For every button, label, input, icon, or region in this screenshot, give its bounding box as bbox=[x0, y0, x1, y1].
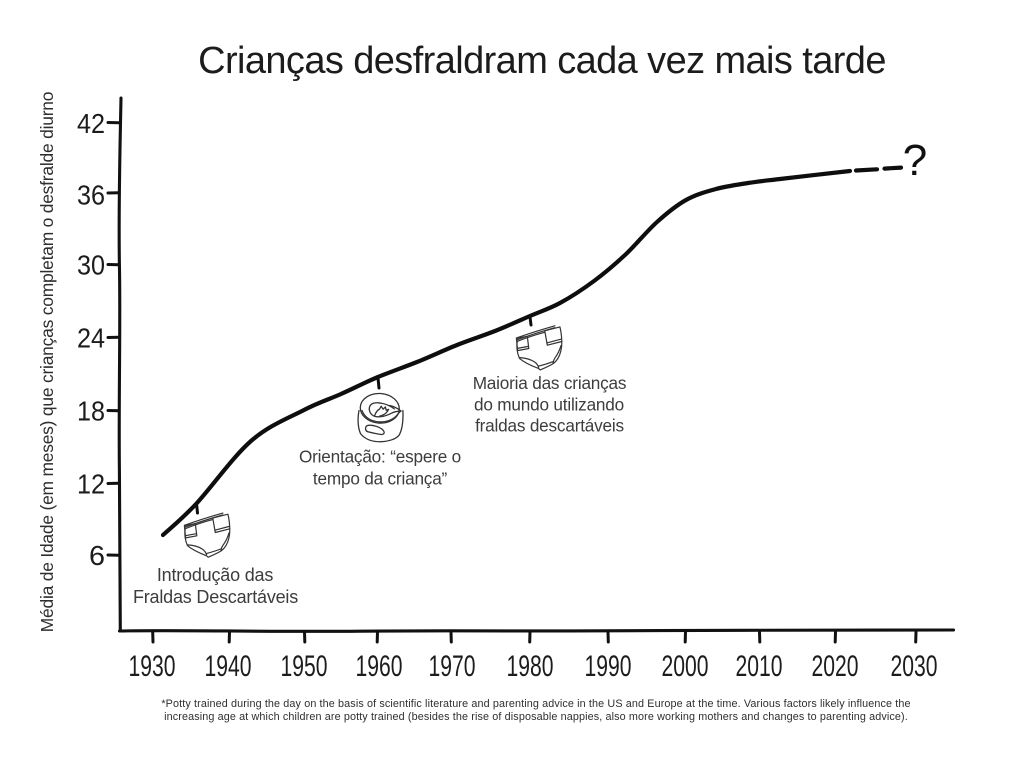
svg-text:Fraldas Descartáveis: Fraldas Descartáveis bbox=[133, 587, 298, 607]
svg-text:42: 42 bbox=[77, 108, 105, 139]
svg-text:1990: 1990 bbox=[585, 650, 632, 683]
svg-text:1940: 1940 bbox=[205, 650, 252, 683]
svg-text:24: 24 bbox=[77, 323, 105, 354]
svg-text:?: ? bbox=[903, 136, 927, 185]
svg-text:2030: 2030 bbox=[891, 650, 938, 683]
svg-text:fraldas descartáveis: fraldas descartáveis bbox=[475, 416, 624, 436]
svg-text:1950: 1950 bbox=[281, 650, 328, 683]
svg-text:2010: 2010 bbox=[736, 650, 783, 683]
svg-text:*Potty trained during the day: *Potty trained during the day on the bas… bbox=[161, 698, 910, 710]
svg-text:Média de Idade (em meses) que: Média de Idade (em meses) que crianças c… bbox=[37, 92, 57, 633]
svg-text:Introdução das: Introdução das bbox=[157, 565, 273, 585]
svg-text:2000: 2000 bbox=[662, 650, 709, 683]
svg-text:increasing age at which childr: increasing age at which children are pot… bbox=[164, 711, 908, 723]
svg-text:Orientação: “espere o: Orientação: “espere o bbox=[299, 447, 461, 467]
svg-text:2020: 2020 bbox=[812, 650, 859, 683]
svg-text:1980: 1980 bbox=[507, 650, 554, 683]
svg-text:18: 18 bbox=[77, 396, 105, 427]
svg-text:36: 36 bbox=[77, 180, 105, 211]
svg-text:30: 30 bbox=[77, 250, 105, 281]
svg-text:Crianças desfraldram cada vez: Crianças desfraldram cada vez mais tarde bbox=[198, 40, 886, 82]
svg-text:do mundo utilizando: do mundo utilizando bbox=[474, 395, 624, 415]
svg-text:1960: 1960 bbox=[356, 650, 403, 683]
svg-text:1970: 1970 bbox=[429, 650, 476, 683]
svg-text:tempo da criança”: tempo da criança” bbox=[313, 469, 448, 489]
svg-text:6: 6 bbox=[89, 540, 105, 571]
svg-text:12: 12 bbox=[77, 469, 105, 500]
svg-text:1930: 1930 bbox=[129, 650, 176, 683]
svg-text:Maioria das crianças: Maioria das crianças bbox=[473, 373, 627, 393]
